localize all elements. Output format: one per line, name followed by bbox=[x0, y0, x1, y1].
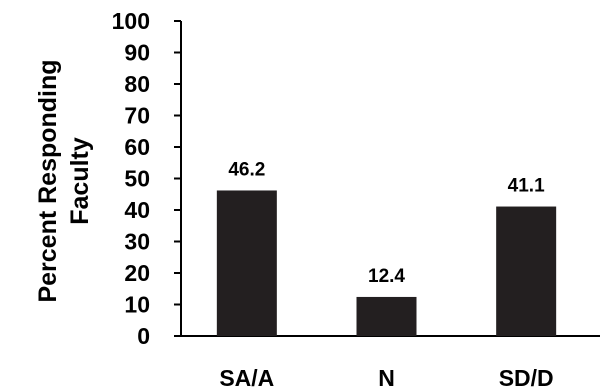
y-tick-label: 40 bbox=[124, 197, 150, 223]
y-tick-label: 90 bbox=[124, 40, 150, 66]
y-tick-label: 20 bbox=[124, 260, 150, 286]
y-tick-label: 30 bbox=[124, 229, 150, 255]
y-tick-label: 0 bbox=[137, 323, 150, 349]
bar bbox=[356, 296, 417, 336]
category-label: N bbox=[378, 365, 395, 390]
category-label: SD/D bbox=[499, 365, 554, 390]
bar bbox=[216, 190, 277, 336]
y-axis-title-line-1: Percent Responding bbox=[34, 59, 62, 302]
data-label: 41.1 bbox=[508, 176, 545, 197]
data-labels: 46.2 12.4 41.1 bbox=[228, 159, 545, 286]
bar bbox=[496, 206, 557, 336]
y-tick-label: 80 bbox=[124, 71, 150, 97]
y-axis-title: Percent Responding Faculty bbox=[34, 59, 94, 302]
category-labels: SA/A N SD/D bbox=[219, 365, 553, 390]
y-tick-label: 70 bbox=[124, 103, 150, 129]
y-tick-label: 10 bbox=[124, 292, 150, 318]
y-tick-label: 50 bbox=[124, 166, 150, 192]
bars bbox=[216, 190, 557, 336]
y-axis-ticks: 0 10 20 30 40 50 60 70 80 90 100 bbox=[112, 8, 181, 349]
data-label: 12.4 bbox=[368, 266, 405, 287]
category-label: SA/A bbox=[219, 365, 274, 390]
y-axis-title-line-2: Faculty bbox=[66, 137, 94, 225]
y-tick-label: 60 bbox=[124, 134, 150, 160]
y-tick-label: 100 bbox=[112, 8, 150, 34]
data-label: 46.2 bbox=[228, 159, 265, 180]
